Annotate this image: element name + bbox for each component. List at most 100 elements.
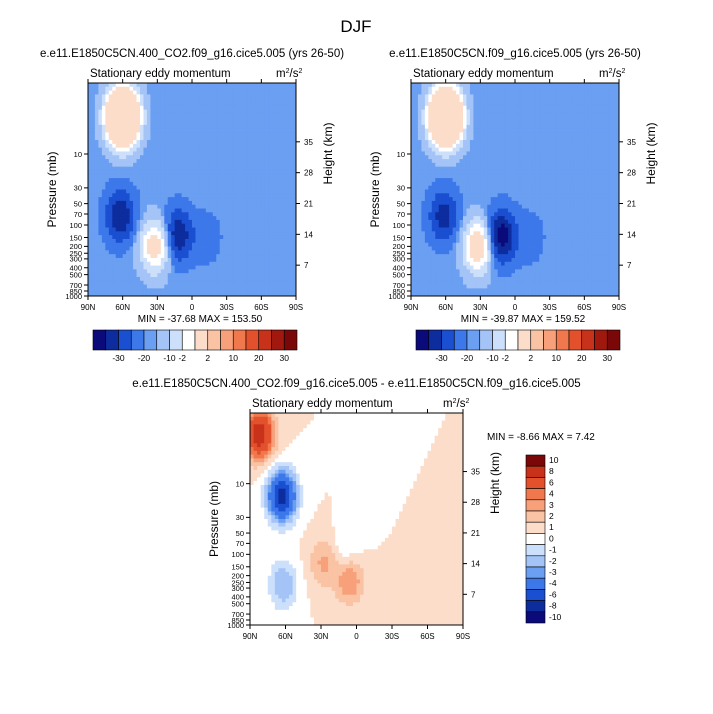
heatmap-cell bbox=[237, 242, 241, 247]
heatmap-cell bbox=[435, 174, 440, 179]
heatmap-cell bbox=[181, 132, 186, 137]
heatmap-cell bbox=[209, 86, 214, 91]
heatmap-cell bbox=[108, 219, 113, 225]
heatmap-cell bbox=[244, 132, 248, 137]
heatmap-cell bbox=[209, 98, 214, 103]
heatmap-cell bbox=[153, 178, 158, 183]
heatmap-cell bbox=[192, 98, 196, 103]
heatmap-cell bbox=[133, 140, 137, 145]
heatmap-cell bbox=[292, 162, 297, 168]
heatmap-cell bbox=[146, 178, 151, 183]
heatmap-cell bbox=[563, 83, 568, 88]
heatmap-cell bbox=[230, 147, 234, 152]
heatmap-cell bbox=[185, 242, 189, 247]
heatmap-cell bbox=[136, 86, 141, 91]
heatmap-cell bbox=[157, 90, 162, 95]
heatmap-cell bbox=[247, 174, 252, 179]
heatmap-cell bbox=[587, 147, 592, 152]
heatmap-cell bbox=[282, 117, 286, 122]
heatmap-cell bbox=[212, 90, 217, 95]
heatmap-cell bbox=[150, 83, 155, 88]
heatmap-cell bbox=[463, 166, 467, 171]
heatmap-cell bbox=[209, 124, 214, 130]
heatmap-cell bbox=[198, 143, 203, 149]
heatmap-cell bbox=[205, 288, 210, 293]
heatmap-cell bbox=[195, 284, 200, 289]
heatmap-cell bbox=[449, 143, 453, 149]
heatmap-cell bbox=[268, 208, 273, 213]
heatmap-cell bbox=[108, 140, 113, 145]
heatmap-cell bbox=[254, 227, 259, 232]
heatmap-cell bbox=[91, 219, 96, 225]
heatmap-cell bbox=[275, 166, 280, 171]
heatmap-cell bbox=[525, 113, 530, 118]
heatmap-cell bbox=[598, 90, 603, 95]
heatmap-cell bbox=[226, 140, 231, 145]
heatmap-cell bbox=[198, 265, 203, 270]
heatmap-cell bbox=[466, 94, 471, 99]
heatmap-cell bbox=[119, 292, 124, 297]
heatmap-cell bbox=[167, 170, 172, 175]
heatmap-cell bbox=[143, 200, 148, 206]
heatmap-cell bbox=[473, 170, 478, 175]
heatmap-cell bbox=[171, 121, 176, 126]
heatmap-cell bbox=[459, 132, 464, 137]
heatmap-cell bbox=[542, 132, 547, 137]
heatmap-cell bbox=[195, 113, 200, 118]
heatmap-cell bbox=[282, 265, 286, 270]
heatmap-cell bbox=[532, 162, 537, 168]
heatmap-cell bbox=[119, 162, 124, 168]
heatmap-cell bbox=[101, 185, 106, 190]
heatmap-cell bbox=[511, 113, 516, 118]
heatmap-cell bbox=[528, 174, 533, 179]
heatmap-cell bbox=[250, 147, 255, 152]
heatmap-cell bbox=[257, 273, 262, 278]
heatmap-cell bbox=[247, 284, 252, 289]
heatmap-cell bbox=[261, 250, 266, 255]
heatmap-cell bbox=[483, 170, 488, 175]
heatmap-cell bbox=[223, 83, 228, 88]
heatmap-cell bbox=[431, 166, 436, 171]
heatmap-cell bbox=[174, 185, 179, 190]
heatmap-cell bbox=[105, 166, 110, 171]
heatmap-cell bbox=[483, 105, 488, 111]
heatmap-cell bbox=[167, 98, 172, 103]
heatmap-cell bbox=[164, 121, 169, 126]
heatmap-cell bbox=[230, 159, 234, 164]
heatmap-cell bbox=[219, 86, 224, 91]
heatmap-cell bbox=[150, 136, 155, 141]
heatmap-cell bbox=[178, 246, 182, 251]
heatmap-cell bbox=[411, 109, 415, 114]
heatmap-cell bbox=[421, 117, 426, 122]
heatmap-cell bbox=[560, 117, 564, 122]
heatmap-cell bbox=[198, 231, 203, 236]
heatmap-cell bbox=[233, 219, 238, 225]
heatmap-cell bbox=[573, 83, 578, 88]
heatmap-cell bbox=[150, 113, 155, 118]
heatmap-cell bbox=[98, 231, 103, 236]
heatmap-cell bbox=[202, 121, 207, 126]
heatmap-cell bbox=[504, 140, 509, 145]
heatmap-cell bbox=[112, 197, 117, 202]
heatmap-cell bbox=[202, 204, 207, 209]
heatmap-cell bbox=[289, 208, 293, 213]
heatmap-cell bbox=[271, 83, 276, 88]
heatmap-cell bbox=[181, 94, 186, 99]
heatmap-cell bbox=[608, 124, 613, 130]
heatmap-cell bbox=[508, 166, 512, 171]
heatmap-cell bbox=[598, 132, 603, 137]
heatmap-cell bbox=[157, 250, 162, 255]
heatmap-cell bbox=[428, 170, 433, 175]
heatmap-cell bbox=[442, 166, 447, 171]
heatmap-cell bbox=[584, 166, 589, 171]
heatmap-cell bbox=[101, 197, 106, 202]
heatmap-cell bbox=[605, 117, 609, 122]
heatmap-cell bbox=[98, 288, 103, 293]
heatmap-cell bbox=[608, 151, 613, 156]
heatmap-cell bbox=[205, 83, 210, 88]
heatmap-cell bbox=[167, 105, 172, 111]
heatmap-cell bbox=[223, 246, 228, 251]
heatmap-cell bbox=[431, 162, 436, 168]
heatmap-cell bbox=[261, 128, 266, 133]
heatmap-cell bbox=[198, 257, 203, 263]
